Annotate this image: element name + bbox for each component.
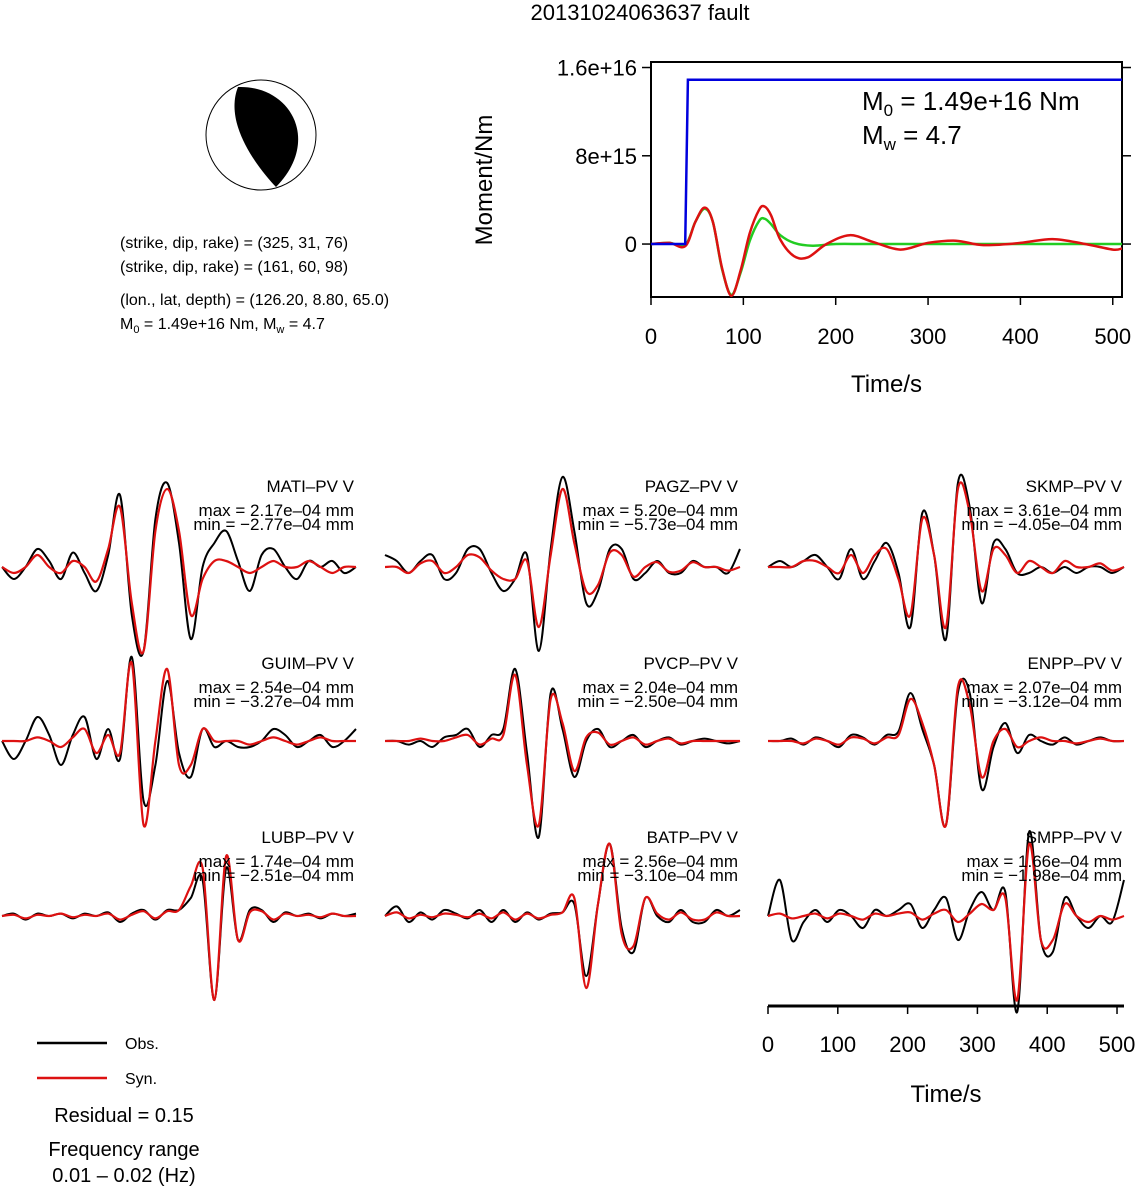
station-min: min = −1.98e–04 mm [961, 866, 1122, 885]
waveform-x-tick-label: 300 [959, 1032, 996, 1057]
waveform-synthetic [1, 487, 357, 655]
focal-plane-1: (strike, dip, rake) = (325, 31, 76) [120, 235, 348, 252]
waveform-observed [1, 866, 357, 1002]
legend: Obs. Syn. Residual = 0.15 Frequency rang… [37, 1036, 200, 1186]
moment-x-tick-label: 200 [817, 324, 854, 349]
station-max: max = 5.20e–04 mm [583, 501, 738, 520]
moment-x-tick-label: 500 [1094, 324, 1131, 349]
moment-x-tick-label: 400 [1002, 324, 1039, 349]
station-name: SKMP–PV V [1026, 477, 1123, 496]
focal-magnitude: M0 = 1.49e+16 Nm, Mw = 4.7 [120, 316, 325, 336]
moment-y-tick-label: 0 [625, 232, 637, 257]
moment-y-axis-label: Moment/Nm [471, 115, 498, 246]
station-min: min = −3.12e–04 mm [961, 692, 1122, 711]
station-max: max = 3.61e–04 mm [967, 501, 1122, 520]
waveform-observed [767, 473, 1125, 642]
moment-series-synthetic [650, 204, 1123, 298]
beachball [205, 79, 317, 191]
station-name: MATI–PV V [266, 477, 354, 496]
station-min: min = −3.27e–04 mm [193, 692, 354, 711]
waveform-x-axis: 0 100 200 300 400 500 Time/s [762, 1004, 1136, 1108]
waveform-synthetic [384, 842, 741, 990]
moment-y-tick-label: 8e+15 [575, 144, 637, 169]
focal-info: (strike, dip, rake) = (325, 31, 76) (str… [120, 235, 389, 336]
moment-y-tick-label: 1.6e+16 [557, 56, 637, 81]
moment-x-axis-label: Time/s [851, 371, 922, 398]
station-max: max = 1.74e–04 mm [199, 852, 354, 871]
moment-plot-frame [650, 61, 1123, 298]
station-name: PVCP–PV V [644, 654, 739, 673]
waveform-x-tick-label: 200 [889, 1032, 926, 1057]
station-min: min = −2.50e–04 mm [577, 692, 738, 711]
legend-obs-label: Obs. [125, 1036, 159, 1053]
station-name: ENPP–PV V [1028, 654, 1123, 673]
moment-chart: 0 8e+15 1.6e+16 0 100 200 300 400 500 Time/s Momen… [471, 56, 1131, 398]
figure-title: 20131024063637 fault [531, 0, 750, 25]
waveform-x-tick-label: 500 [1099, 1032, 1136, 1057]
station-name: PAGZ–PV V [645, 477, 739, 496]
station-min: min = −4.05e–04 mm [961, 515, 1122, 534]
station-min: min = −2.77e–04 mm [193, 515, 354, 534]
moment-series-moment [651, 78, 1122, 246]
station-name: BATP–PV V [647, 828, 739, 847]
station-max: max = 2.07e–04 mm [967, 678, 1122, 697]
waveform-x-tick-label: 0 [762, 1032, 774, 1057]
station-name: GUIM–PV V [261, 654, 354, 673]
waveform-synthetic [384, 487, 741, 629]
station-max: max = 1.66e–04 mm [967, 852, 1122, 871]
waveform-synthetic [767, 842, 1125, 1002]
waveform-x-axis-label: Time/s [910, 1081, 981, 1108]
frequency-range: 0.01 – 0.02 (Hz) [52, 1165, 195, 1186]
waveform-synthetic [768, 678, 1125, 829]
frequency-title: Frequency range [48, 1139, 199, 1161]
waveform-x-tick-label: 100 [819, 1032, 856, 1057]
waveform-observed [767, 830, 1125, 1014]
waveform-observed [384, 475, 741, 653]
moment-x-tick-label: 300 [910, 324, 947, 349]
station-max: max = 2.17e–04 mm [199, 501, 354, 520]
waveform-x-tick-label: 400 [1029, 1032, 1066, 1057]
station-name: SMPP–PV V [1026, 828, 1123, 847]
residual-label: Residual = 0.15 [54, 1105, 194, 1127]
moment-annotation-mw: Mw = 4.7 [862, 120, 962, 154]
focal-location: (lon., lat, depth) = (126.20, 8.80, 65.0… [120, 292, 389, 309]
legend-syn-label: Syn. [125, 1071, 157, 1088]
moment-annotation-m0: M0 = 1.49e+16 Nm [862, 86, 1080, 120]
moment-x-tick-label: 0 [645, 324, 657, 349]
station-min: min = −3.10e–04 mm [577, 866, 738, 885]
waveform-synthetic [2, 661, 356, 828]
focal-plane-2: (strike, dip, rake) = (161, 60, 98) [120, 259, 348, 276]
station-min: min = −2.51e–04 mm [193, 866, 354, 885]
moment-x-tick-label: 100 [725, 324, 762, 349]
station-max: max = 2.54e–04 mm [199, 678, 354, 697]
waveform-synthetic [768, 481, 1125, 630]
beachball-compressional-quadrant [234, 86, 299, 187]
station-max: max = 2.56e–04 mm [583, 852, 738, 871]
station-max: max = 2.04e–04 mm [583, 678, 738, 697]
station-min: min = −5.73e–04 mm [577, 515, 738, 534]
waveform-observed [1, 481, 357, 657]
moment-series-stf [650, 207, 1122, 297]
waveform-synthetic [385, 673, 740, 828]
waveform-synthetic [1, 854, 357, 1002]
station-name: LUBP–PV V [261, 828, 354, 847]
